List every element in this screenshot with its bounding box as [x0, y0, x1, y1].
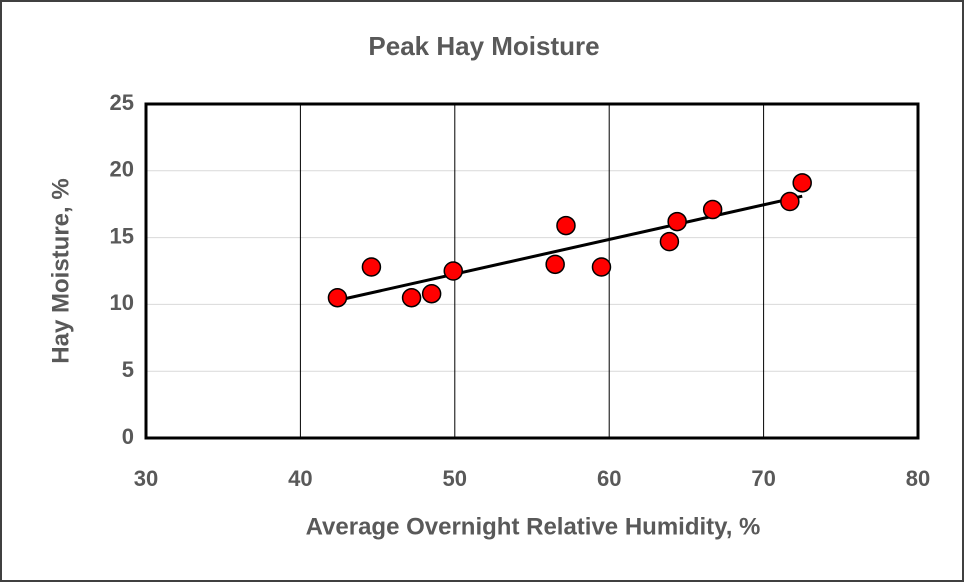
x-tick-label: 80	[906, 466, 930, 491]
data-point	[780, 191, 800, 212]
y-tick-label: 20	[110, 157, 134, 182]
x-tick-label: 70	[751, 466, 775, 491]
trendline	[337, 194, 803, 302]
y-tick-label: 25	[110, 90, 134, 115]
data-point	[545, 254, 565, 275]
data-point	[556, 215, 576, 236]
data-point	[659, 231, 680, 252]
y-tick-label: 0	[122, 424, 134, 449]
x-axis-label: Average Overnight Relative Humidity, %	[306, 513, 761, 540]
data-point	[443, 261, 464, 281]
data-point	[327, 287, 348, 308]
y-tick-label: 15	[110, 223, 134, 248]
data-point	[401, 287, 422, 308]
plot-border	[144, 102, 920, 440]
x-tick-label: 40	[288, 466, 312, 491]
data-point	[591, 257, 612, 277]
x-tick-label: 30	[134, 466, 158, 491]
x-tick-label: 50	[443, 466, 467, 491]
y-axis-label: Hay Moisture, %	[47, 178, 74, 363]
y-tick-label: 10	[110, 290, 134, 315]
y-tick-label: 5	[122, 357, 134, 382]
data-point	[361, 257, 382, 277]
data-point	[421, 283, 442, 304]
data-point	[792, 173, 812, 193]
data-point	[702, 199, 723, 220]
chart-title: Peak Hay Moisture	[368, 31, 599, 61]
data-point	[667, 211, 687, 232]
x-tick-label: 60	[597, 466, 621, 491]
